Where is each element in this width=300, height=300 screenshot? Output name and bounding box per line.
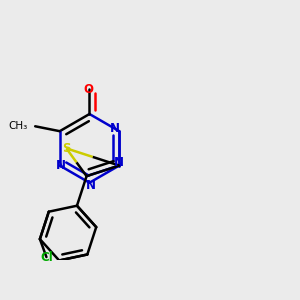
Text: O: O <box>84 83 94 96</box>
Text: Cl: Cl <box>40 250 53 264</box>
Text: N: N <box>114 156 124 169</box>
Text: N: N <box>110 122 120 135</box>
Text: S: S <box>62 142 70 155</box>
Text: CH₃: CH₃ <box>9 121 28 131</box>
Text: N: N <box>56 159 66 172</box>
Text: N: N <box>86 179 96 192</box>
